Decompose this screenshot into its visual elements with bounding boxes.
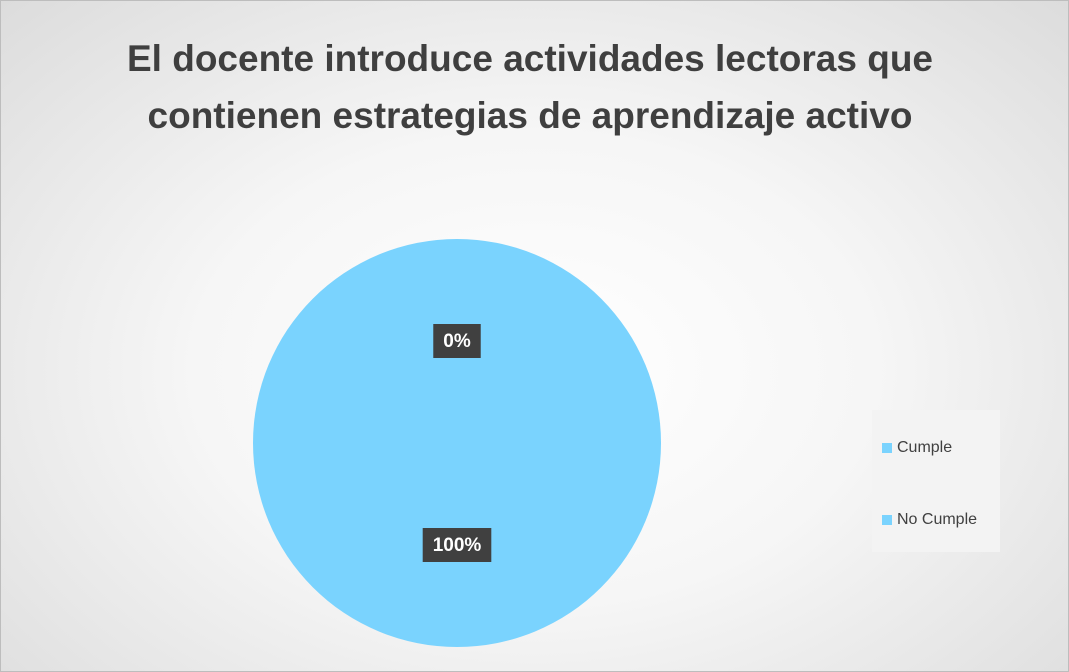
legend-swatch xyxy=(882,515,892,525)
chart-title: El docente introduce actividades lectora… xyxy=(126,38,933,136)
data-label-text: 100% xyxy=(433,535,482,556)
data-label-text: 0% xyxy=(443,331,471,352)
data-label: 100% xyxy=(422,528,492,562)
legend-label: Cumple xyxy=(897,439,952,456)
legend-box xyxy=(872,410,1000,552)
data-label: 0% xyxy=(433,324,481,358)
pie-slice xyxy=(253,239,661,647)
data-label-box xyxy=(422,528,492,562)
legend-swatch xyxy=(882,443,892,453)
legend-label: No Cumple xyxy=(897,511,977,528)
data-label-box xyxy=(433,324,481,358)
